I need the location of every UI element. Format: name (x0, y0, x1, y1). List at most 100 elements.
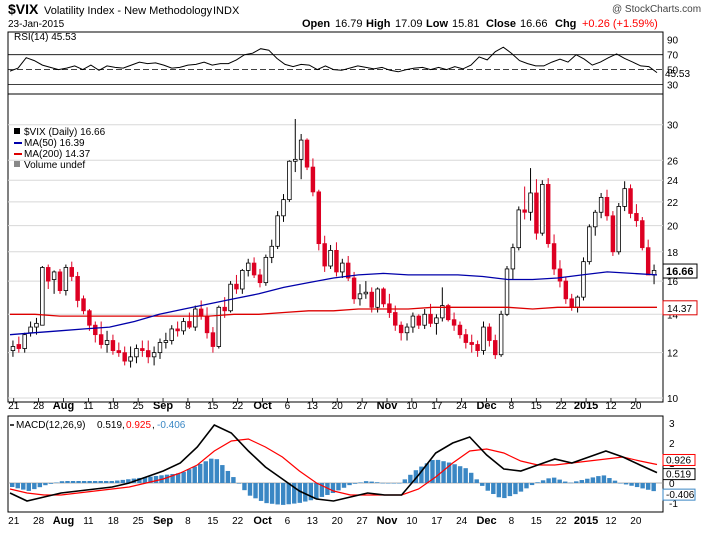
macd-tick-label: 0 (669, 479, 675, 490)
candle-body (463, 334, 469, 343)
macd-histogram-bar (391, 483, 396, 484)
macd-histogram-bar (468, 472, 474, 483)
x-axis-label: Dec (476, 515, 496, 527)
candle-body (16, 344, 22, 349)
candle-body (269, 245, 274, 258)
macd-histogram-bar (574, 481, 579, 483)
x-axis-label: 20 (332, 516, 344, 527)
macd-histogram-bar (341, 483, 347, 488)
macd-histogram-bar (640, 483, 645, 489)
price-tick-label: 22 (667, 198, 679, 209)
candle-body (375, 288, 380, 308)
macd-histogram-bar (551, 477, 557, 483)
macd-histogram-bar (198, 463, 203, 483)
candle-body (198, 308, 204, 317)
macd-histogram-bar (524, 483, 529, 489)
x-axis-label: 8 (185, 516, 191, 527)
x-axis-label: Aug (53, 515, 74, 527)
macd-histogram-bar (203, 461, 208, 483)
candle-body (404, 326, 410, 334)
macd-layer (8, 424, 663, 505)
macd-tick-label: -1 (669, 499, 678, 510)
x-axis-label: 17 (431, 516, 443, 527)
macd-histogram-bar (568, 482, 573, 484)
price-panel (7, 93, 664, 403)
x-axis-label: 18 (108, 516, 120, 527)
candle-body (534, 192, 539, 234)
candle-body (40, 267, 45, 326)
rsi-tick-label: 30 (667, 81, 679, 92)
x-axis-label: 6 (285, 401, 291, 412)
candle-body (557, 268, 563, 282)
copyright: @ StockCharts.com (612, 4, 701, 15)
candle-body (263, 256, 269, 284)
candle-body (498, 313, 504, 356)
macd-histogram-bar (65, 481, 70, 483)
axis-layer: 1012141618202224263016.6614.379070503045… (8, 36, 698, 527)
candle-body (487, 326, 492, 341)
x-axis-label: 15 (531, 516, 543, 527)
chg-label: Chg (555, 18, 576, 30)
macd-histogram-bar (76, 481, 81, 483)
macd-histogram-bar (209, 458, 214, 483)
candle-body (134, 348, 139, 358)
hist-legend-value: -0.406 (157, 420, 186, 431)
candle-body (22, 334, 27, 349)
candle-body (128, 356, 133, 362)
x-axis-label: 22 (556, 516, 568, 527)
candle-body (181, 321, 186, 332)
candle-body (175, 328, 180, 332)
candle-body (245, 262, 251, 271)
candle-body (416, 315, 422, 326)
macd-histogram-bar (336, 483, 341, 491)
macd-hist-tag-box (662, 488, 696, 501)
macd-histogram-bar (70, 481, 76, 483)
macd-histogram-bar (446, 462, 452, 483)
macd-histogram-bar (286, 483, 291, 505)
macd-histogram-bar (585, 478, 590, 483)
price-tick-label: 16 (667, 277, 679, 288)
macd-histogram-bar (485, 483, 490, 491)
macd-histogram-bar (397, 483, 402, 484)
macd-histogram-bar (253, 483, 258, 499)
price-tick-label: 10 (667, 394, 679, 405)
candle-body (387, 303, 392, 313)
macd-line (9, 424, 658, 502)
price-tick-label: 12 (667, 349, 679, 360)
candle-body (81, 298, 86, 312)
ma200-price-label: 14.37 (667, 304, 692, 315)
candle-body (304, 139, 310, 168)
high-label: High (366, 18, 391, 30)
macd-histogram-bar (557, 479, 562, 483)
macd-histogram-bar (98, 481, 103, 483)
candle-body (10, 346, 16, 351)
x-axis-label: Sep (153, 400, 173, 412)
candle-body (451, 319, 457, 326)
macd-histogram-bar (242, 483, 247, 491)
candle-body (516, 209, 522, 249)
candle-body (504, 268, 510, 315)
candle-body (457, 324, 463, 336)
macd-histogram-bar (258, 483, 264, 501)
volume-legend-swatch (14, 161, 20, 167)
macd-histogram-bar (579, 480, 585, 483)
candle-body (363, 291, 369, 295)
macd-histogram-bar (220, 465, 225, 483)
macd-legend-sep2: , (152, 420, 155, 431)
x-axis-label: 27 (357, 401, 369, 412)
candle-body (551, 243, 557, 270)
macd-tick-label: 3 (669, 419, 675, 430)
candle-body (469, 342, 474, 345)
macd-histogram-bar (518, 483, 524, 492)
macd-histogram-bar (247, 483, 253, 496)
candle-body (598, 196, 604, 213)
macd-histogram-bar (126, 479, 131, 483)
candle-body (334, 250, 339, 273)
macd-histogram-bar (634, 483, 640, 488)
price-tick-label: 24 (667, 176, 679, 187)
x-axis-label: 25 (133, 401, 145, 412)
macd-histogram-bar (330, 483, 336, 493)
macd-histogram-bar (170, 474, 175, 483)
last-price-label: 16.66 (666, 266, 694, 278)
candle-body (528, 192, 533, 213)
